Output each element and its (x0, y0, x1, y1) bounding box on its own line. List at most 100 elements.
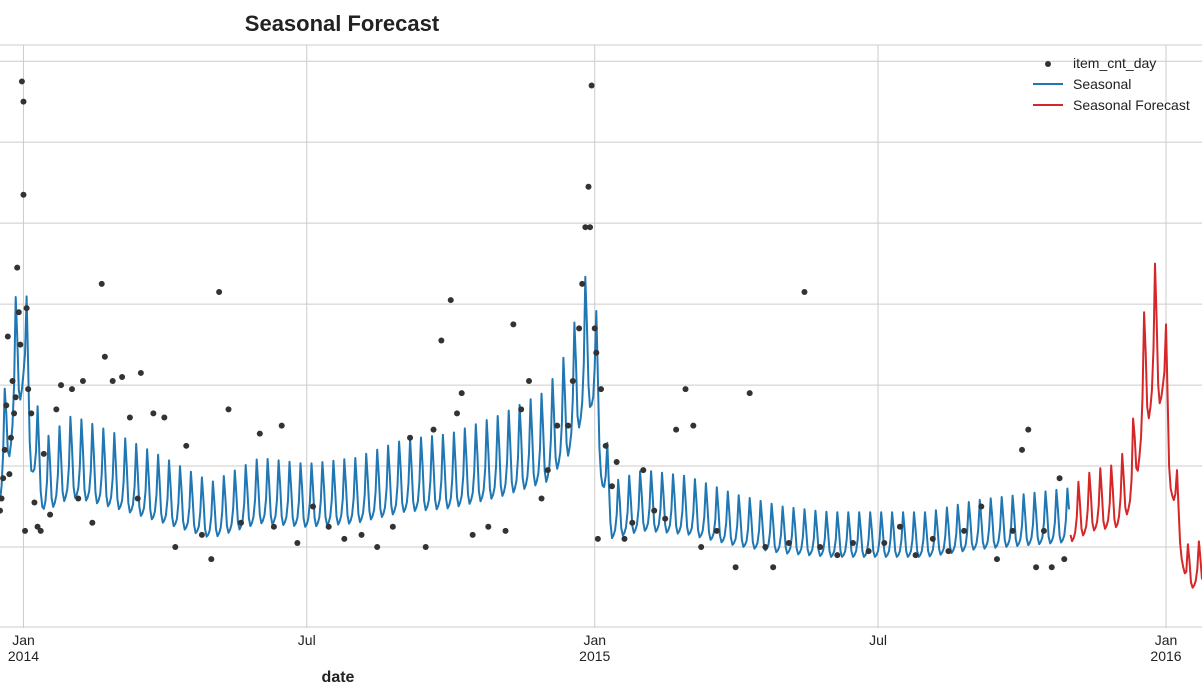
data-point (9, 378, 16, 385)
data-point (591, 325, 598, 332)
data-point (582, 224, 589, 231)
x-tick-label: Jul (869, 632, 887, 648)
data-point (785, 539, 792, 546)
data-point (7, 434, 14, 441)
data-point (0, 475, 7, 482)
data-point (961, 527, 968, 534)
data-point (801, 288, 808, 295)
data-point (28, 410, 35, 417)
series-line-seasonal (0, 275, 1070, 558)
data-point (294, 539, 301, 546)
legend-label: item_cnt_day (1073, 55, 1156, 71)
data-point (34, 523, 41, 530)
data-point (198, 531, 205, 538)
data-point (544, 467, 551, 474)
data-point (0, 507, 3, 514)
data-point (374, 544, 381, 551)
data-point (587, 224, 594, 231)
data-point (17, 341, 24, 348)
data-point (119, 373, 126, 380)
x-tick-year-label: 2014 (8, 648, 39, 664)
data-point (12, 394, 19, 401)
data-point (25, 386, 32, 393)
data-point (15, 309, 22, 316)
data-point (698, 544, 705, 551)
data-point (993, 556, 1000, 563)
data-point (1033, 564, 1040, 571)
data-point (458, 390, 465, 397)
data-point (510, 321, 517, 328)
data-point (4, 333, 11, 340)
data-point (47, 511, 54, 518)
data-point (75, 495, 82, 502)
data-point (585, 183, 592, 190)
data-point (1, 446, 8, 453)
data-point (945, 548, 952, 555)
data-point (134, 495, 141, 502)
data-point (438, 337, 445, 344)
data-point (881, 539, 888, 546)
data-point (576, 325, 583, 332)
data-point (1025, 426, 1032, 433)
data-point (1040, 527, 1047, 534)
data-point (613, 459, 620, 466)
data-point (1056, 475, 1063, 482)
data-point (430, 426, 437, 433)
data-point (579, 280, 586, 287)
data-point (447, 297, 454, 304)
data-point (101, 353, 108, 360)
data-point (23, 305, 30, 312)
x-tick-label: Jul (298, 632, 316, 648)
data-point (608, 483, 615, 490)
data-point (89, 519, 96, 526)
chart-title: Seasonal Forecast (245, 11, 440, 36)
data-point (588, 82, 595, 89)
data-point (929, 535, 936, 542)
data-point (594, 535, 601, 542)
data-point (1019, 446, 1026, 453)
data-point (40, 450, 47, 457)
data-point (422, 544, 429, 551)
data-point (673, 426, 680, 433)
data-point (817, 544, 824, 551)
x-tick-label: Jan (583, 632, 606, 648)
x-axis-label: date (322, 669, 355, 686)
data-point (126, 414, 133, 421)
data-point (746, 390, 753, 397)
data-point (732, 564, 739, 571)
x-tick-year-label: 2015 (579, 648, 610, 664)
data-point (79, 378, 86, 385)
data-point (865, 548, 872, 555)
data-point (834, 552, 841, 559)
data-point (770, 564, 777, 571)
data-point (713, 527, 720, 534)
data-point (310, 503, 317, 510)
x-tick-label: Jan (12, 632, 35, 648)
data-point (11, 410, 18, 417)
data-point (3, 402, 10, 409)
data-point (978, 503, 985, 510)
data-point (682, 386, 689, 393)
data-point (849, 539, 856, 546)
data-point (37, 527, 44, 534)
data-point (270, 523, 277, 530)
data-point (389, 523, 396, 530)
data-point (325, 523, 332, 530)
data-point (454, 410, 461, 417)
data-point (526, 378, 533, 385)
data-point (518, 406, 525, 413)
legend-marker-item_cnt_day (1045, 61, 1051, 67)
data-point (172, 544, 179, 551)
data-point (216, 288, 223, 295)
data-point (602, 442, 609, 449)
data-point (256, 430, 263, 437)
data-point (238, 519, 245, 526)
data-point (14, 264, 21, 271)
data-point (896, 523, 903, 530)
series-line-seasonal-forecast (1069, 262, 1202, 589)
x-tick-label: Jan (1155, 632, 1178, 648)
data-point (538, 495, 545, 502)
